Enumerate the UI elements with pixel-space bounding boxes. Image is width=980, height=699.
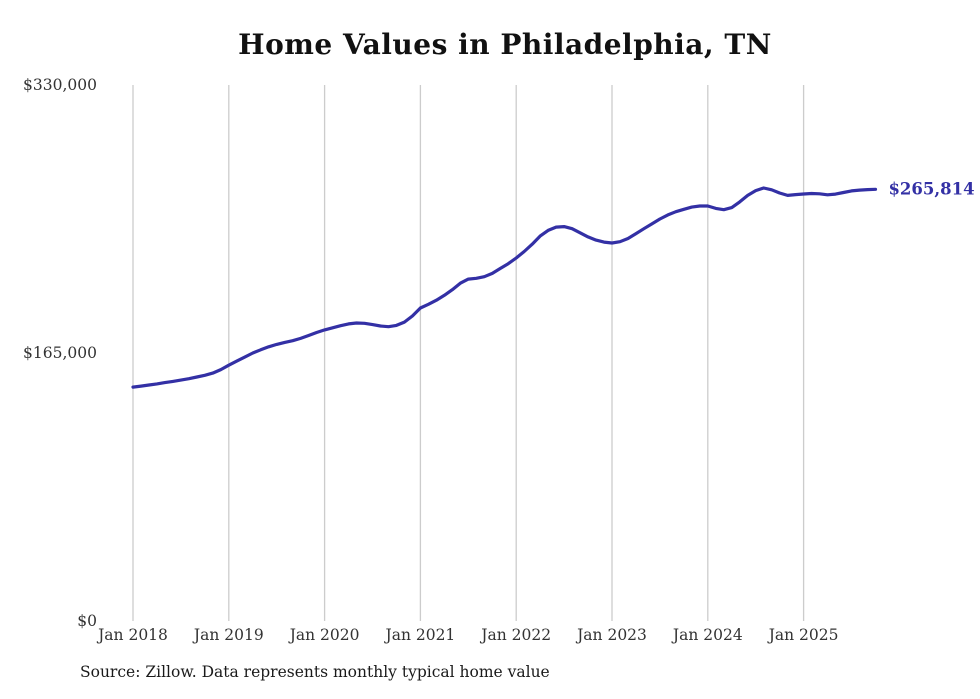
gridlines-group <box>132 85 805 621</box>
x-tick-label: Jan 2024 <box>671 626 743 644</box>
y-tick-label: $165,000 <box>23 344 97 362</box>
y-axis-labels-group: $0 $165,000 $330,000 <box>23 76 97 630</box>
x-tick-label: Jan 2021 <box>383 626 455 644</box>
x-tick-label: Jan 2020 <box>288 626 360 644</box>
x-axis-labels-group: Jan 2018 Jan 2019 Jan 2020 Jan 2021 Jan 2022… <box>96 626 838 644</box>
source-note: Source: Zillow. Data represents monthly … <box>80 663 550 681</box>
home-value-series-line <box>131 186 878 389</box>
x-tick-label: Jan 2025 <box>767 626 839 644</box>
end-value-label: $265,814 <box>888 179 974 198</box>
x-tick-label: Jan 2022 <box>479 626 551 644</box>
y-tick-label: $330,000 <box>23 76 97 94</box>
chart-title: Home Values in Philadelphia, TN <box>238 28 772 61</box>
y-tick-label: $0 <box>77 612 97 630</box>
x-tick-label: Jan 2018 <box>96 626 168 644</box>
x-tick-label: Jan 2023 <box>575 626 647 644</box>
x-tick-label: Jan 2019 <box>192 626 264 644</box>
